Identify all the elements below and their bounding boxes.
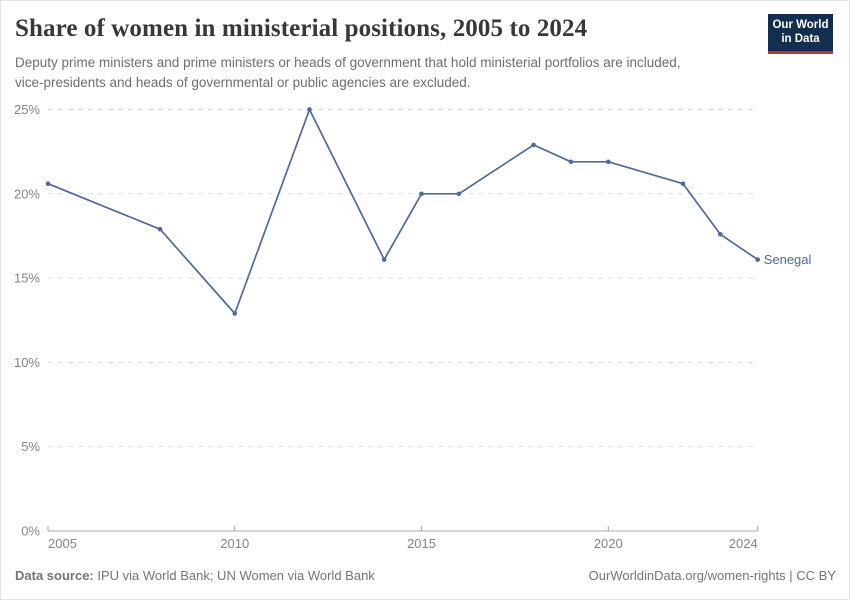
- data-point[interactable]: [307, 107, 312, 112]
- chart-subtitle: Deputy prime ministers and prime ministe…: [15, 55, 681, 91]
- owid-logo-line2: in Data: [781, 32, 820, 45]
- data-point[interactable]: [381, 257, 387, 262]
- y-tick-label: 15%: [14, 271, 40, 286]
- owid-logo-line1: Our World: [772, 19, 829, 31]
- data-point[interactable]: [456, 191, 462, 197]
- y-tick-label: 20%: [14, 186, 40, 201]
- y-tick-label: 5%: [21, 439, 40, 454]
- owid-logo[interactable]: Our World in Data: [768, 14, 833, 54]
- data-source-note: Data source: IPU via World Bank; UN Wome…: [15, 568, 375, 583]
- chart-title: Share of women in ministerial positions,…: [15, 15, 588, 42]
- data-point[interactable]: [755, 257, 760, 262]
- x-tick-label: 2024: [729, 536, 758, 551]
- data-point[interactable]: [45, 181, 51, 186]
- data-point[interactable]: [232, 311, 238, 316]
- chart-footer: Data source: IPU via World Bank; UN Wome…: [15, 568, 836, 583]
- data-point[interactable]: [419, 191, 424, 197]
- data-point[interactable]: [680, 181, 686, 186]
- y-tick-label: 0%: [21, 524, 40, 539]
- data-point[interactable]: [531, 142, 536, 148]
- y-tick-label: 10%: [14, 355, 40, 370]
- x-tick-label: 2020: [594, 536, 623, 551]
- series-label[interactable]: Senegal: [764, 252, 812, 267]
- line-chart: 0% 5% 10% 15% 20% 25% 2005 2010 2015 2020 2024 Sene…: [14, 102, 812, 551]
- data-point[interactable]: [568, 159, 574, 165]
- x-tick-label: 2015: [407, 536, 436, 551]
- data-source-label: Data source:: [15, 568, 94, 583]
- y-tick-label: 25%: [14, 102, 40, 117]
- owid-url-link[interactable]: OurWorldinData.org/women-rights | CC BY: [588, 568, 836, 583]
- data-line-senegal: [47, 108, 759, 315]
- x-tick-label: 2005: [48, 536, 77, 551]
- data-point[interactable]: [606, 159, 611, 165]
- data-source-text: IPU via World Bank; UN Women via World B…: [93, 568, 375, 583]
- data-point[interactable]: [157, 226, 163, 232]
- x-tick-label: 2010: [220, 536, 249, 551]
- data-point[interactable]: [718, 232, 723, 237]
